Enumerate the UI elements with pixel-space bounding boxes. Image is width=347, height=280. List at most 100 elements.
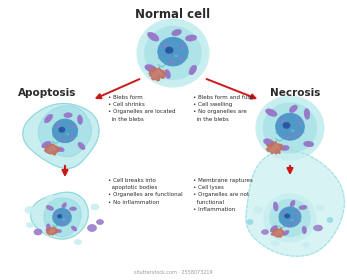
Ellipse shape: [291, 129, 295, 132]
Polygon shape: [39, 106, 92, 157]
Circle shape: [296, 213, 298, 214]
Ellipse shape: [271, 241, 279, 246]
Text: Apoptosis: Apoptosis: [18, 88, 76, 98]
Text: Normal cell: Normal cell: [135, 8, 211, 21]
Ellipse shape: [316, 205, 324, 211]
Ellipse shape: [273, 202, 278, 211]
Ellipse shape: [262, 230, 269, 235]
Ellipse shape: [25, 207, 35, 214]
Ellipse shape: [71, 226, 77, 231]
Circle shape: [164, 44, 166, 47]
Ellipse shape: [96, 220, 103, 225]
Ellipse shape: [75, 239, 82, 244]
Ellipse shape: [263, 139, 274, 146]
Circle shape: [295, 221, 297, 223]
Text: shutterstock.com · 2558073219: shutterstock.com · 2558073219: [134, 270, 212, 275]
Ellipse shape: [147, 32, 159, 41]
Polygon shape: [246, 150, 344, 256]
Circle shape: [182, 46, 184, 48]
Circle shape: [180, 58, 182, 60]
Ellipse shape: [42, 141, 51, 148]
Text: • Membrane raptures
• Cell lyses
• Organelles are not
  functional
• Inflammatio: • Membrane raptures • Cell lyses • Organ…: [193, 178, 253, 212]
Ellipse shape: [62, 203, 67, 208]
Ellipse shape: [247, 220, 253, 225]
Ellipse shape: [165, 69, 170, 79]
Ellipse shape: [284, 214, 290, 219]
Ellipse shape: [144, 26, 202, 80]
Ellipse shape: [302, 226, 306, 234]
Ellipse shape: [304, 141, 314, 147]
Ellipse shape: [289, 105, 297, 113]
Text: • Cell breaks into
  apoptotic bodies
• Organelles are functional
• No inflammat: • Cell breaks into apoptotic bodies • Or…: [108, 178, 183, 205]
Ellipse shape: [64, 113, 72, 118]
Polygon shape: [45, 144, 59, 155]
Ellipse shape: [189, 65, 197, 75]
Circle shape: [58, 125, 59, 127]
Circle shape: [66, 221, 68, 223]
Ellipse shape: [34, 229, 42, 235]
Ellipse shape: [58, 127, 65, 133]
Ellipse shape: [44, 114, 53, 123]
Ellipse shape: [46, 195, 54, 201]
Ellipse shape: [276, 113, 304, 140]
Ellipse shape: [145, 64, 156, 72]
Ellipse shape: [69, 207, 77, 211]
Ellipse shape: [53, 208, 71, 226]
Circle shape: [73, 126, 74, 128]
Circle shape: [287, 136, 289, 138]
Circle shape: [298, 121, 301, 123]
Ellipse shape: [263, 102, 317, 154]
Circle shape: [288, 224, 289, 226]
Text: • Blebs form
• Cell shrinks
• Organelles are located
  in the blebs: • Blebs form • Cell shrinks • Organelles…: [108, 95, 176, 122]
Ellipse shape: [77, 115, 83, 125]
Ellipse shape: [172, 29, 181, 36]
Circle shape: [67, 214, 69, 215]
Ellipse shape: [87, 225, 96, 232]
Ellipse shape: [185, 35, 197, 41]
Circle shape: [71, 136, 73, 138]
Ellipse shape: [57, 214, 62, 218]
Ellipse shape: [313, 225, 322, 231]
Ellipse shape: [264, 194, 316, 242]
Ellipse shape: [66, 133, 69, 136]
Ellipse shape: [46, 206, 54, 210]
Polygon shape: [23, 104, 99, 169]
Ellipse shape: [56, 229, 61, 233]
Ellipse shape: [280, 145, 289, 150]
Ellipse shape: [91, 204, 99, 210]
Circle shape: [170, 61, 172, 64]
Ellipse shape: [290, 219, 294, 221]
Ellipse shape: [137, 19, 209, 87]
Ellipse shape: [52, 119, 78, 143]
Ellipse shape: [269, 199, 311, 237]
Polygon shape: [149, 68, 166, 81]
Ellipse shape: [256, 96, 324, 160]
Circle shape: [283, 212, 285, 214]
Ellipse shape: [299, 205, 307, 210]
Polygon shape: [271, 228, 284, 237]
Circle shape: [281, 120, 283, 122]
Polygon shape: [44, 198, 81, 237]
Ellipse shape: [46, 224, 50, 231]
Ellipse shape: [282, 122, 290, 129]
Ellipse shape: [279, 207, 301, 227]
Ellipse shape: [283, 230, 289, 235]
Ellipse shape: [265, 109, 277, 116]
Circle shape: [296, 133, 298, 135]
Ellipse shape: [158, 37, 188, 66]
Ellipse shape: [270, 225, 278, 232]
Circle shape: [60, 223, 62, 225]
Ellipse shape: [26, 223, 34, 227]
Ellipse shape: [165, 47, 174, 54]
Polygon shape: [31, 192, 88, 239]
Ellipse shape: [57, 147, 64, 152]
Circle shape: [62, 139, 65, 141]
Ellipse shape: [304, 108, 310, 119]
Text: Necrosis: Necrosis: [270, 88, 320, 98]
Ellipse shape: [78, 142, 85, 150]
Ellipse shape: [303, 242, 310, 248]
Ellipse shape: [62, 219, 65, 221]
Polygon shape: [46, 227, 58, 235]
Circle shape: [57, 213, 58, 214]
Ellipse shape: [174, 55, 178, 57]
